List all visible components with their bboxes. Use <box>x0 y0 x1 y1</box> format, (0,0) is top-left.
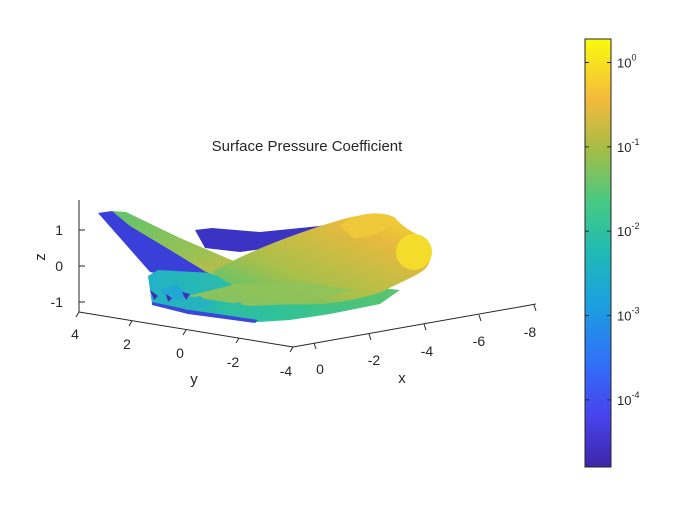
axes: 1 0 -1 z 4 2 0 -2 -4 y 0 -2 -4 -6 -8 x <box>32 200 537 388</box>
mesh-patch <box>166 294 172 302</box>
y-tick <box>75 311 80 318</box>
far-wing-surface <box>112 211 258 282</box>
y-tick <box>235 337 240 344</box>
surface-plot <box>98 211 432 323</box>
mesh-patch <box>218 302 250 314</box>
hull-lower-edge <box>152 302 258 323</box>
x-tick <box>423 323 427 331</box>
colorbar-gradient <box>584 38 612 468</box>
z-tick-label: 1 <box>55 222 63 238</box>
y-tick <box>289 346 294 353</box>
y-tick-label: -2 <box>227 354 240 370</box>
y-axis-label: y <box>190 371 198 388</box>
y-tick <box>182 329 187 336</box>
colorbar: 100 10-1 10-2 10-3 10-4 <box>584 38 639 468</box>
mesh-patch <box>182 292 190 300</box>
x-tick <box>533 304 537 312</box>
colorbar-tick-label: 10-1 <box>617 137 639 155</box>
x-tick <box>313 342 317 350</box>
colorbar-ticks: 100 10-1 10-2 10-3 10-4 <box>585 53 639 408</box>
z-tick-label: -1 <box>51 294 64 310</box>
x-tick-label: -6 <box>473 333 486 349</box>
nose-highlight <box>396 234 432 270</box>
colorbar-tick-label: 100 <box>617 53 636 71</box>
z-tick-label: 0 <box>55 258 63 274</box>
y-tick-label: 2 <box>123 336 131 352</box>
x-tick <box>368 333 372 341</box>
x-axis-line <box>292 303 537 348</box>
near-wing <box>188 282 356 306</box>
mesh-patch <box>176 296 214 310</box>
colorbar-tick-label: 10-3 <box>617 306 639 324</box>
chart-title: Surface Pressure Coefficient <box>212 138 403 155</box>
z-axis-label: z <box>32 253 49 261</box>
x-tick-label: -4 <box>421 343 434 359</box>
colorbar-tick-label: 10-2 <box>617 221 639 239</box>
y-tick-label: -4 <box>280 363 293 379</box>
tail-fin <box>195 218 352 252</box>
y-tick-label: 4 <box>71 326 79 342</box>
y-axis-line <box>78 311 294 348</box>
mesh-patch <box>150 290 158 300</box>
y-tick-label: 0 <box>176 345 184 361</box>
colorbar-tick-label: 10-4 <box>617 390 639 408</box>
x-tick <box>478 314 482 322</box>
body-surface <box>212 214 431 305</box>
y-tick <box>128 320 133 327</box>
x-tick-label: 0 <box>316 361 324 377</box>
cockpit <box>340 213 396 238</box>
x-tick-label: -8 <box>524 324 537 340</box>
x-axis-label: x <box>398 370 406 387</box>
x-tick-label: -2 <box>368 352 381 368</box>
